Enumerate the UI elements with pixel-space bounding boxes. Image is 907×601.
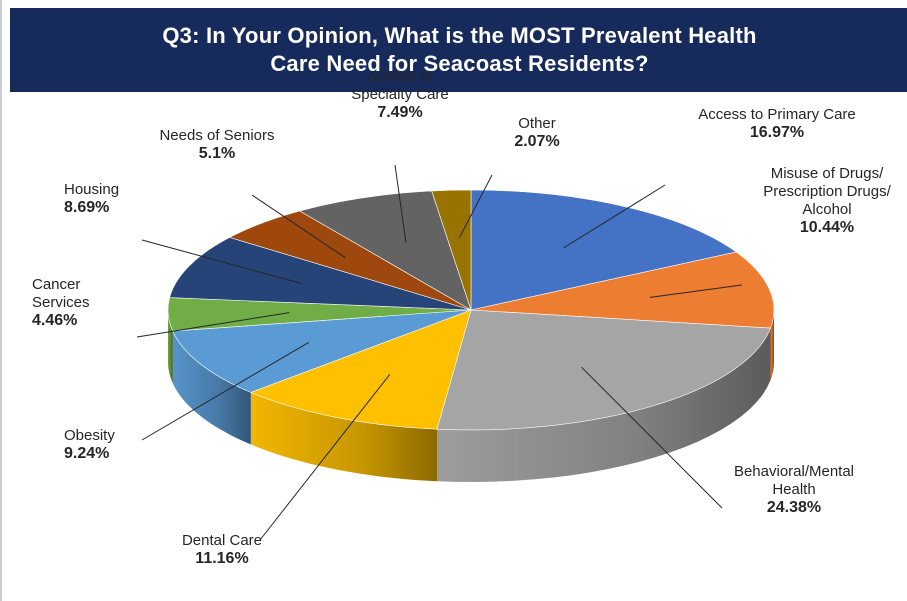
slice-value-6: 8.69% (64, 199, 109, 216)
slice-value-1: 10.44% (800, 219, 854, 236)
slice-value-8: 7.49% (377, 104, 422, 121)
pie-slice-6 (169, 237, 472, 311)
slice-label-3-line-0: Dental Care (182, 532, 262, 549)
pie-slice-0 (470, 189, 737, 311)
slice-label-9-line-0: Other (518, 115, 556, 132)
slice-label-6-line-0: Housing (64, 181, 119, 198)
slice-label-1-line-1: Prescription Drugs/ (763, 183, 891, 200)
pie-side-shade-2 (437, 328, 771, 482)
pie-side-shade-1 (770, 310, 774, 381)
slice-value-5: 4.46% (32, 312, 77, 329)
leader-line-1 (649, 284, 743, 298)
chart-title-bar: Q3: In Your Opinion, What is the MOST Pr… (10, 8, 907, 92)
leader-line-2 (581, 366, 723, 509)
leader-line-5 (136, 312, 290, 338)
slice-value-9: 2.07% (514, 133, 559, 150)
leader-line-3 (259, 374, 391, 541)
slice-value-7: 5.1% (199, 145, 235, 162)
pie-side-shade-3 (250, 392, 437, 482)
pie-slices (167, 189, 775, 431)
chart-title-line-2: Care Need for Seacoast Residents? (270, 51, 649, 76)
pie-slice-4 (172, 309, 472, 393)
slice-value-0: 16.97% (750, 124, 804, 141)
slice-value-4: 9.24% (64, 445, 109, 462)
slice-label-0-line-0: Access to Primary Care (698, 106, 856, 123)
leader-line-0 (563, 184, 666, 249)
slice-value-2: 24.38% (767, 499, 821, 516)
slice-label-8-line-1: Specialty Care (351, 86, 449, 103)
leader-line-9 (458, 174, 493, 239)
slice-label-8-line-0: Access to (367, 68, 432, 85)
pie-slice-9 (431, 189, 472, 311)
chart-title-line-1: Q3: In Your Opinion, What is the MOST Pr… (162, 23, 757, 48)
leader-line-4 (141, 341, 309, 441)
slice-label-2-line-1: Health (772, 481, 815, 498)
leader-line-7 (251, 194, 346, 259)
slice-label-7-line-0: Needs of Seniors (159, 127, 274, 144)
slice-label-1-line-0: Misuse of Drugs/ (771, 165, 884, 182)
slice-value-3: 11.16% (195, 550, 248, 567)
slice-label-5-line-1: Services (32, 294, 90, 311)
slice-label-1-line-2: Alcohol (802, 201, 851, 218)
pie-side-walls (168, 310, 774, 482)
pie-slice-8 (298, 190, 472, 311)
pie-slice-1 (470, 251, 775, 329)
pie-slice-2 (436, 309, 771, 431)
leader-line-8 (394, 164, 407, 243)
pie-side-shade-4 (172, 331, 251, 445)
slice-label-2-line-0: Behavioral/Mental (734, 463, 854, 480)
slice-label-5-line-0: Cancer (32, 276, 80, 293)
slice-label-4-line-0: Obesity (64, 427, 115, 444)
pie-slice-3 (249, 309, 472, 430)
leader-lines (136, 164, 743, 541)
leader-line-6 (141, 239, 303, 284)
